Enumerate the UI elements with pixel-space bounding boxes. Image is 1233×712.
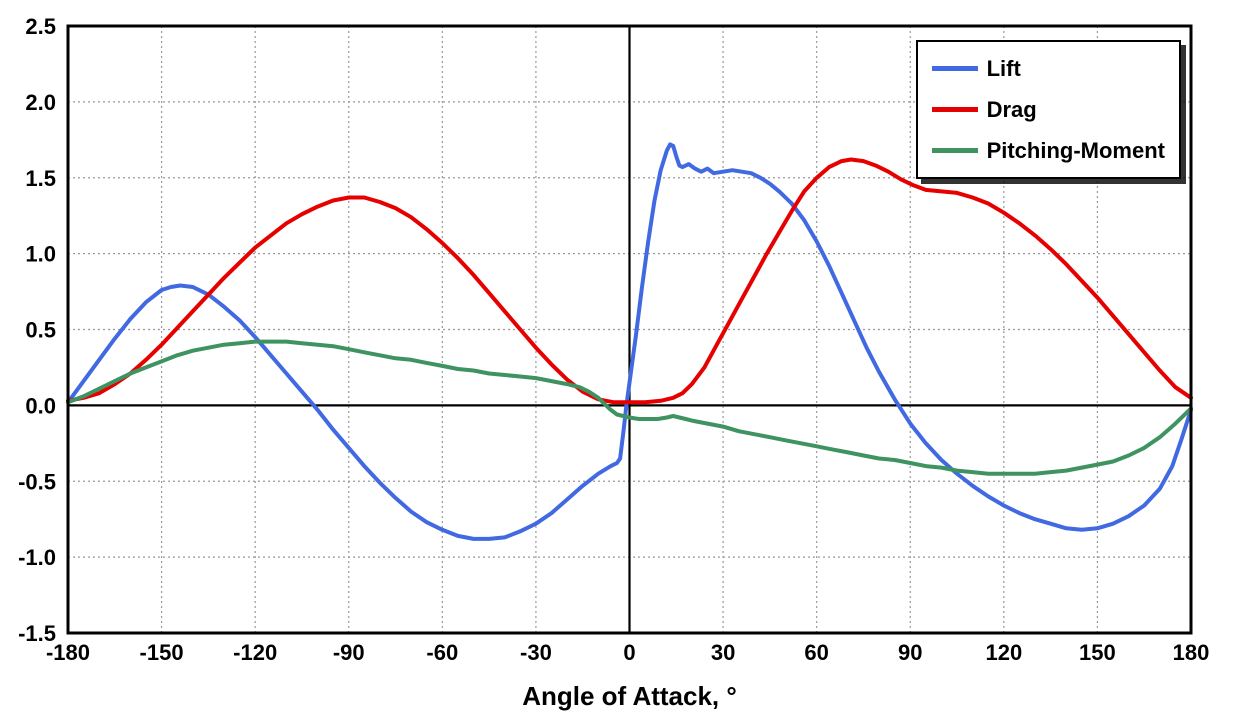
y-tick-label: 0.5 — [25, 318, 56, 343]
x-axis-title: Angle of Attack, ° — [522, 681, 737, 711]
drag-line-swatch — [931, 107, 978, 112]
x-tick-label: 30 — [711, 640, 735, 665]
y-tick-label: 1.5 — [25, 166, 56, 191]
legend-label-pitching-moment: Pitching-Moment — [986, 137, 1165, 163]
y-tick-label: 2.5 — [25, 14, 56, 39]
legend-item-lift: Lift — [931, 48, 1165, 89]
plot-border — [66, 24, 1193, 635]
legend-item-drag: Drag — [931, 89, 1165, 130]
y-tick-label: -0.5 — [18, 469, 56, 494]
y-tick-label: -1.0 — [18, 545, 56, 570]
x-tick-label: 60 — [804, 640, 828, 665]
x-tick-label: 120 — [985, 640, 1022, 665]
x-tick-label: -180 — [46, 640, 90, 665]
x-tick-label: -150 — [140, 640, 184, 665]
series-line-lift — [66, 142, 1193, 541]
pitching-moment-line-swatch — [931, 148, 978, 153]
x-tick-label: 0 — [623, 640, 635, 665]
legend-label-drag: Drag — [986, 96, 1037, 122]
y-tick-label: 2.0 — [25, 90, 56, 115]
y-tick-label: 1.0 — [25, 242, 56, 267]
x-tick-label: 180 — [1173, 640, 1210, 665]
x-tick-label: -90 — [333, 640, 365, 665]
y-tick-label: -1.5 — [18, 621, 56, 646]
chart-legend: Lift Drag Pitching-Moment — [915, 40, 1181, 179]
y-tick-label: 0.0 — [25, 393, 56, 418]
legend-item-pitching-moment: Pitching-Moment — [931, 130, 1165, 171]
series-line-drag — [66, 157, 1193, 405]
x-tick-label: -30 — [520, 640, 552, 665]
x-tick-label: 90 — [898, 640, 922, 665]
x-tick-label: -60 — [426, 640, 458, 665]
lift-line-swatch — [931, 66, 978, 71]
x-tick-label: 150 — [1079, 640, 1116, 665]
legend-label-lift: Lift — [986, 55, 1021, 81]
x-tick-label: -120 — [233, 640, 277, 665]
series-line-pitching-moment — [66, 339, 1193, 476]
